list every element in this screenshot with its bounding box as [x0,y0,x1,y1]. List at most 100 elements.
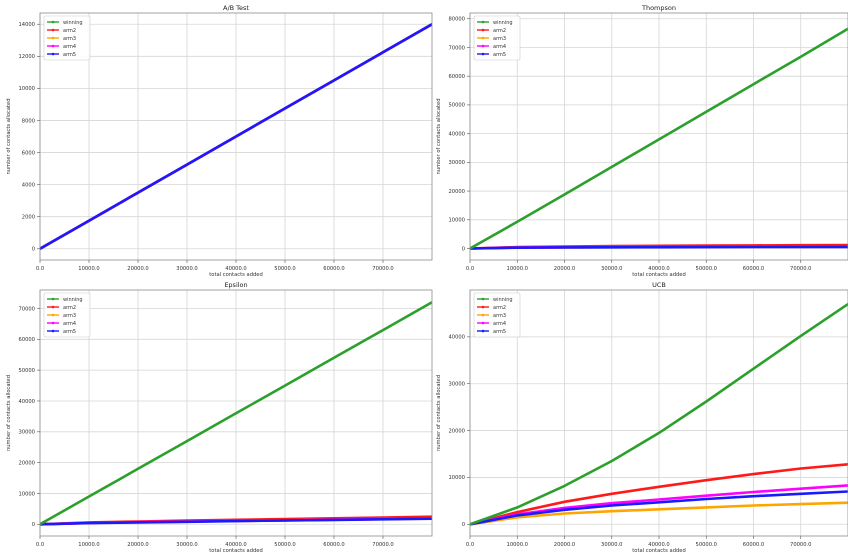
y-tick-label: 40000 [448,335,465,341]
legend-marker-arm2 [481,28,485,32]
y-tick-label: 8000 [22,118,35,124]
legend: winning arm2 arm3 arm4 arm5 [43,292,91,338]
y-axis-label: number of contacts allocated [436,98,442,174]
legend-marker-arm4 [481,44,485,48]
y-tick-label: 20000 [448,189,465,195]
x-axis-label: total contacts added [209,548,263,554]
y-axis-label: number of contacts allocated [6,375,12,451]
series-line-arm5 [470,245,848,250]
x-tick-label: 60000.0 [743,266,764,272]
legend-box [43,15,91,61]
x-tick-label: 20000.0 [127,542,148,548]
x-tick-label: 70000.0 [790,542,811,548]
legend-marker-winning [481,297,485,301]
series-line-arm5 [470,490,848,526]
legend-label-arm3: arm3 [493,313,506,319]
legend-marker-arm2 [51,28,55,32]
legend-box [43,292,91,338]
legend-label-arm2: arm2 [63,28,76,34]
x-tick-label: 60000.0 [743,542,764,548]
x-tick-label: 50000.0 [696,542,717,548]
y-tick-label: 2000 [22,214,35,220]
legend-marker-arm3 [51,313,55,317]
legend: winning arm2 arm3 arm4 arm5 [473,15,521,61]
y-tick-label: 10000 [448,475,465,481]
x-tick-label: 70000.0 [790,266,811,272]
legend-marker-winning [51,20,55,24]
x-tick-label: 10000.0 [507,542,528,548]
legend-marker-arm5 [51,329,55,333]
legend-label-arm3: arm3 [63,36,76,42]
legend-marker-arm2 [51,305,55,309]
x-tick-label: 10000.0 [78,266,99,272]
series-line-arm3 [470,501,848,526]
x-tick-label: 0.0 [466,542,474,548]
legend-label-arm4: arm4 [63,321,76,327]
series-line-winning [470,303,848,526]
series-group [40,23,432,250]
y-tick-label: 20000 [18,460,35,466]
y-tick-label: 40000 [448,131,465,137]
y-tick-label: 0 [462,522,465,528]
legend-label-winning: winning [63,297,83,303]
legend-label-arm5: arm5 [63,52,76,58]
y-tick-label: 30000 [18,430,35,436]
y-tick-label: 0 [32,522,35,528]
x-tick-label: 10000.0 [78,542,99,548]
legend-box [473,292,521,338]
y-tick-label: 12000 [18,54,35,60]
subplot-title: A/B Test [223,4,249,12]
legend-marker-arm4 [481,321,485,325]
y-tick-label: 6000 [22,150,35,156]
x-axis-label: total contacts added [632,548,686,554]
series-line-arm2 [470,463,848,526]
legend-label-arm3: arm3 [493,36,506,42]
y-tick-label: 10000 [18,86,35,92]
subplot-3: 0.0 10000.0 20000.0 30000.0 40000.0 50000.0 60… [436,281,848,554]
series-line-winning [40,301,432,526]
y-tick-label: 10000 [18,491,35,497]
y-tick-label: 50000 [18,368,35,374]
legend-label-winning: winning [63,20,83,26]
legend-label-winning: winning [493,297,513,303]
x-tick-label: 0.0 [466,266,474,272]
y-tick-label: 70000 [448,45,465,51]
legend-label-arm4: arm4 [493,321,506,327]
subplot-title: Epsilon [224,281,247,289]
y-tick-label: 80000 [448,17,465,23]
x-tick-label: 50000.0 [274,542,295,548]
legend: winning arm2 arm3 arm4 arm5 [473,292,521,338]
legend-label-arm2: arm2 [493,28,506,34]
legend-box [473,15,521,61]
x-axis-label: total contacts added [209,272,263,278]
y-tick-label: 50000 [448,103,465,109]
y-tick-label: 10000 [448,218,465,224]
x-tick-label: 30000.0 [176,266,197,272]
x-tick-label: 0.0 [36,266,44,272]
x-tick-label: 40000.0 [225,542,246,548]
x-tick-label: 70000.0 [372,542,393,548]
x-tick-label: 20000.0 [554,266,575,272]
subplot-title: UCB [652,281,666,289]
legend-label-arm2: arm2 [63,305,76,311]
x-tick-label: 70000.0 [372,266,393,272]
series-line-arm5 [40,517,432,526]
x-tick-label: 20000.0 [554,542,575,548]
y-tick-label: 40000 [18,399,35,405]
x-tick-label: 50000.0 [274,266,295,272]
legend-label-arm4: arm4 [63,44,76,50]
x-tick-label: 40000.0 [648,266,669,272]
x-tick-label: 30000.0 [176,542,197,548]
legend-label-arm3: arm3 [63,313,76,319]
y-tick-label: 20000 [448,428,465,434]
legend-marker-arm4 [51,44,55,48]
legend-label-arm5: arm5 [493,329,506,335]
x-tick-label: 20000.0 [127,266,148,272]
y-tick-label: 30000 [448,160,465,166]
x-tick-label: 60000.0 [323,542,344,548]
y-tick-label: 0 [462,246,465,252]
y-tick-label: 60000 [448,74,465,80]
series-line-arm5 [40,23,432,250]
legend-marker-arm4 [51,321,55,325]
